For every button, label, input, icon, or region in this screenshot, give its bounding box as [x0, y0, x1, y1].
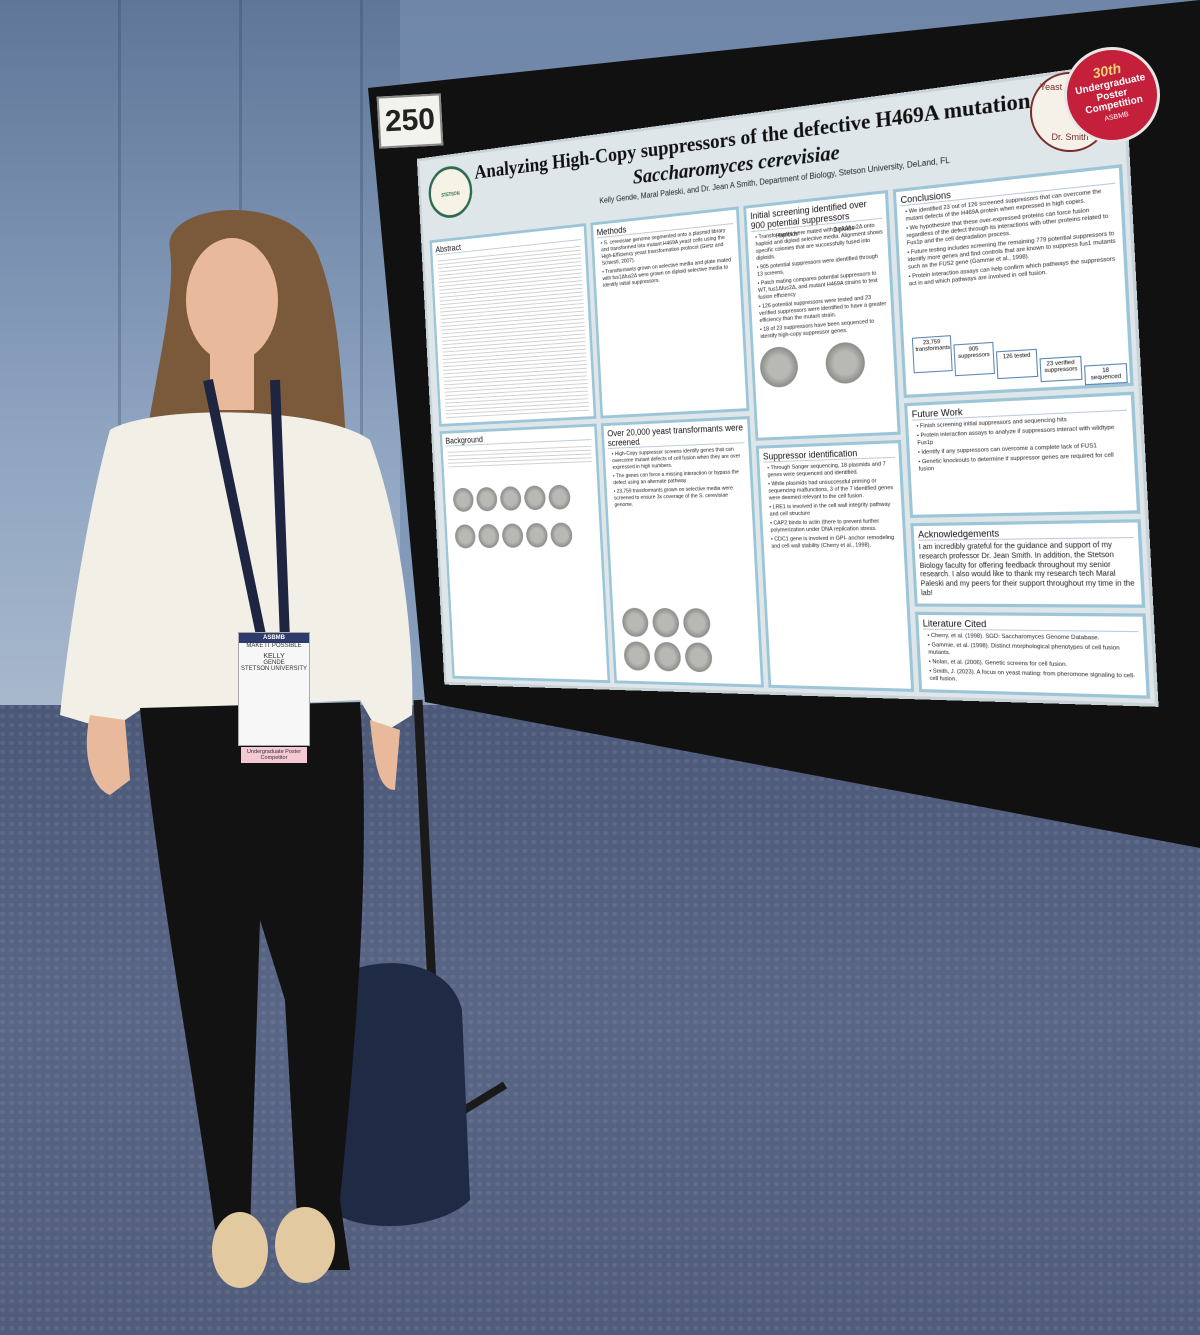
hand [86, 715, 130, 795]
stand-leg [413, 699, 437, 986]
sandal [212, 1212, 268, 1288]
badge-ribbon: Undergraduate Poster Competitor [241, 747, 307, 763]
badge-org: ASBMB [239, 633, 309, 643]
pants [140, 702, 364, 1270]
backpack [330, 963, 470, 1227]
sandal [275, 1207, 335, 1283]
lanyard [203, 378, 290, 642]
badge-slogan: MAKE IT POSSIBLE [246, 643, 302, 649]
hand [370, 720, 400, 790]
badge-first-name: KELLY [263, 653, 285, 660]
badge-last-name: GENDE [263, 660, 285, 666]
badge-school: STETSON UNIVERSITY [240, 666, 307, 672]
blouse [60, 412, 413, 735]
face [186, 238, 278, 362]
stamp-text: Dr. Smith [1051, 132, 1089, 142]
name-badge: ASBMB MAKE IT POSSIBLE KELLY GENDE STETS… [238, 632, 310, 763]
neck [210, 350, 254, 410]
